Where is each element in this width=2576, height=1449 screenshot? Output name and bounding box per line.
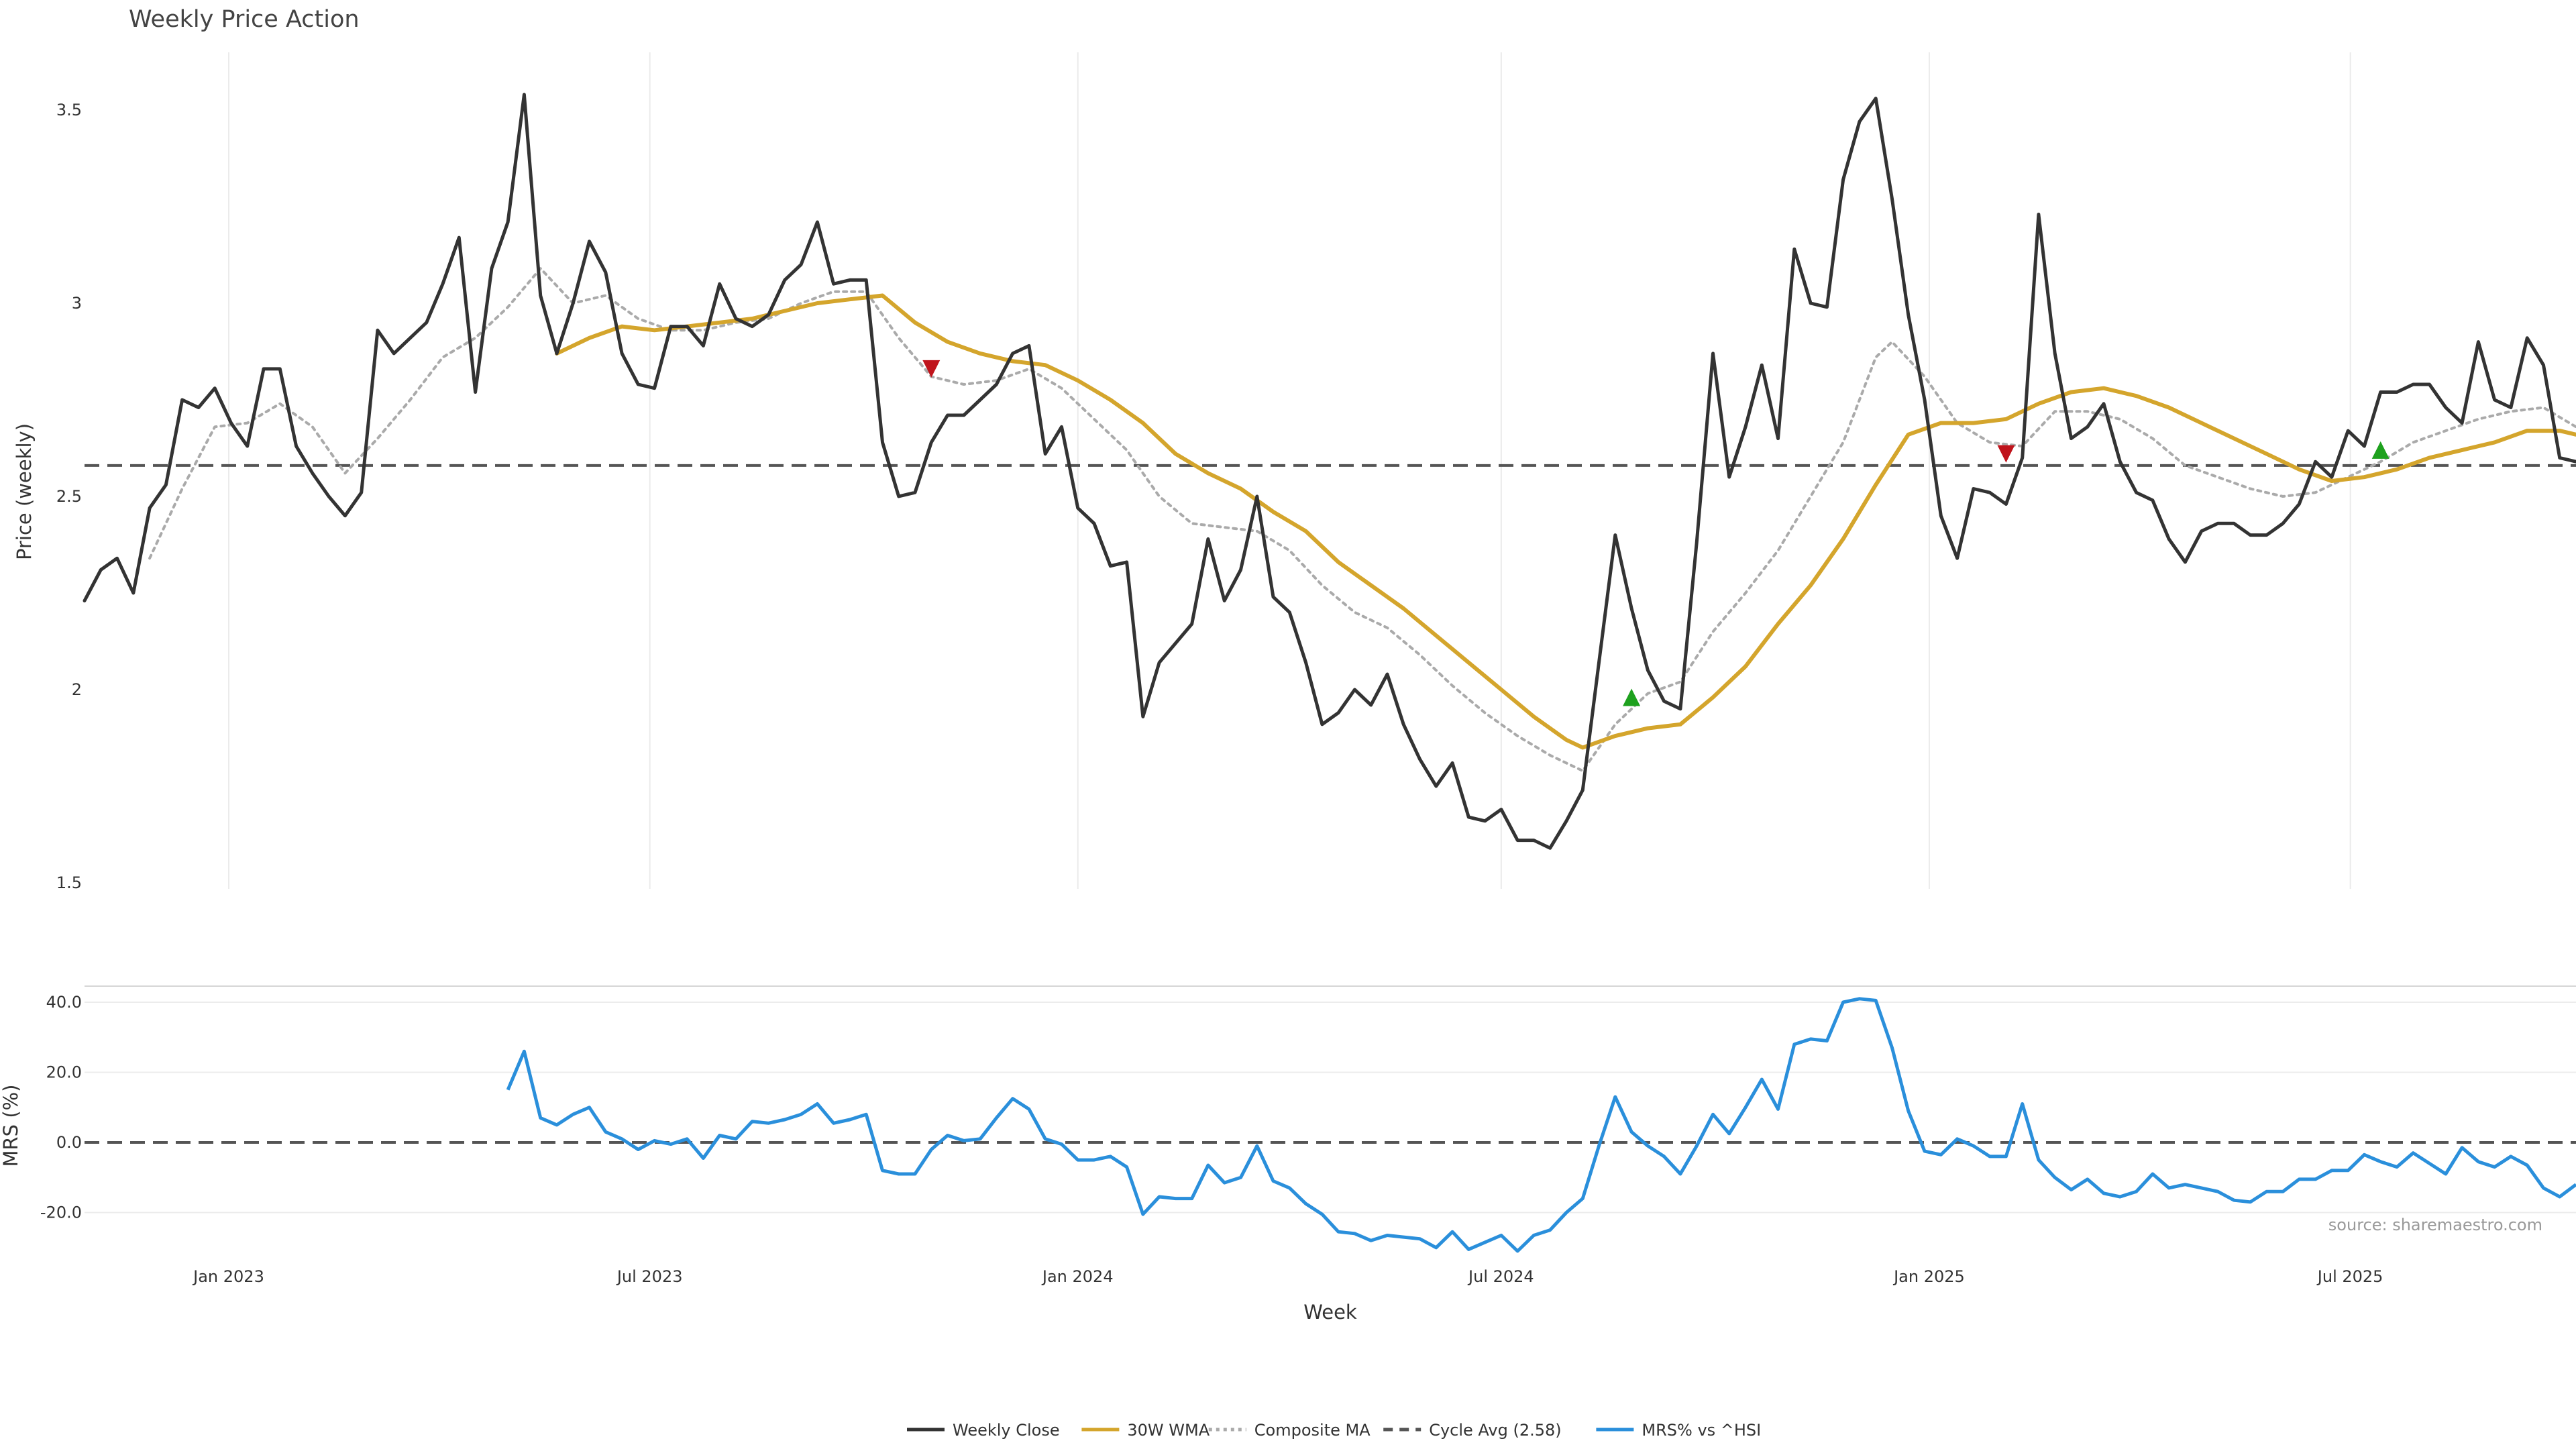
x-tick-label: Jan 2025 [1892,1267,1965,1286]
legend-item: Composite MA [1208,1421,1371,1440]
price-y-tick-label: 3.5 [56,101,82,119]
mrs-y-tick-label: 20.0 [46,1063,82,1082]
price-y-axis-label: Price (weekly) [13,423,36,560]
x-tick-label: Jan 2024 [1041,1267,1114,1286]
x-axis-label: Week [1303,1301,1357,1324]
legend-item: MRS% vs ^HSI [1596,1421,1761,1440]
buy-signal-marker [1623,688,1641,706]
price-y-tick-label: 3 [72,294,82,313]
legend-label: Composite MA [1254,1421,1371,1440]
legend-label: Weekly Close [953,1421,1060,1440]
price-y-tick-label: 1.5 [56,873,82,892]
price-y-tick-label: 2 [72,680,82,699]
price-y-tick-label: 2.5 [56,487,82,506]
x-tick-label: Jul 2024 [1467,1267,1534,1286]
mrs-y-axis-label: MRS (%) [0,1085,22,1167]
composite-ma-line [148,267,2576,772]
mrs-y-tick-label: -20.0 [40,1203,82,1222]
x-tick-label: Jul 2023 [616,1267,683,1286]
price-panel: 1.5 2 2.5 3 3.5 [56,52,2576,892]
sell-signal-marker [1997,445,2015,463]
x-tick-label: Jul 2025 [2316,1267,2383,1286]
legend-item: Weekly Close [907,1421,1060,1440]
legend: Weekly Close 30W WMA Composite MA Cycle Avg… [907,1421,1761,1440]
legend-item: Cycle Avg (2.58) [1383,1421,1562,1440]
mrs-y-tick-label: 0.0 [56,1133,82,1152]
x-axis: Jan 2023 Jul 2023 Jan 2024 Jul 2024 Jan 2025… [192,1267,2383,1286]
sell-signal-marker [922,360,941,378]
mrs-line [506,997,2576,1253]
legend-label: Cycle Avg (2.58) [1429,1421,1561,1440]
x-tick-label: Jan 2023 [192,1267,264,1286]
legend-item: 30W WMA [1081,1421,1210,1440]
buy-signal-marker [2371,441,2390,459]
mrs-panel: 40.0 20.0 0.0 -20.0 [40,985,2576,1253]
legend-label: MRS% vs ^HSI [1642,1421,1761,1440]
price-chart-title: Weekly Price Action [129,6,360,33]
30w-wma-line [555,293,2576,750]
legend-label: 30W WMA [1127,1421,1210,1440]
weekly-close-line [83,93,2576,850]
source-annotation: source: sharemaestro.com [2328,1216,2542,1234]
mrs-y-tick-label: 40.0 [46,993,82,1012]
